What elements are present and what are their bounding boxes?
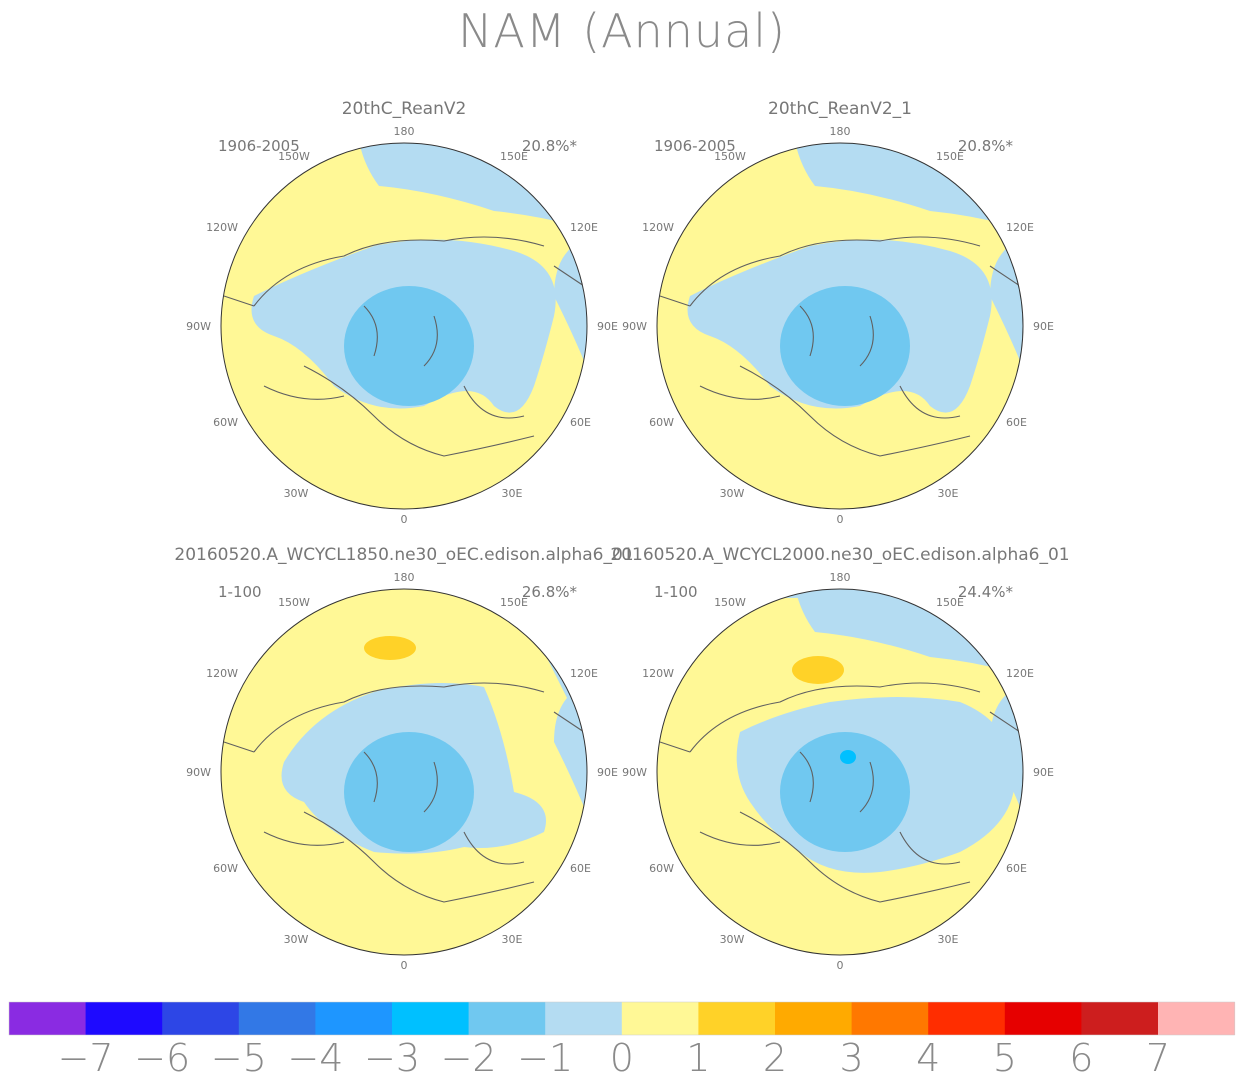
lon-label-150w: 150W — [278, 596, 310, 609]
colorbar-swatch — [468, 1002, 546, 1035]
lon-label-120e: 120E — [1006, 667, 1034, 680]
negative-region-core — [344, 732, 474, 852]
lon-label-30w: 30W — [720, 487, 745, 500]
colorbar-swatch — [392, 1002, 470, 1035]
lon-label-120e: 120E — [570, 667, 598, 680]
panel-title: 20160520.A_WCYCL1850.ne30_oEC.edison.alp… — [174, 545, 633, 565]
lon-label-30e: 30E — [502, 933, 523, 946]
positive-anomaly — [792, 656, 844, 684]
lon-label-60e: 60E — [570, 862, 591, 875]
panel-explained-variance: 20.8%* — [958, 137, 1014, 155]
lon-label-60w: 60W — [213, 416, 238, 429]
colorbar-swatch — [928, 1002, 1006, 1035]
lon-label-30e: 30E — [938, 487, 959, 500]
lon-label-30e: 30E — [502, 487, 523, 500]
lon-label-150w: 150W — [278, 150, 310, 163]
colorbar-swatch — [85, 1002, 163, 1035]
lon-label-60w: 60W — [649, 862, 674, 875]
map-boundary — [220, 142, 588, 510]
coastlines — [223, 236, 585, 457]
colorbar-swatch — [1158, 1002, 1236, 1035]
lon-label-120e: 120E — [1006, 221, 1034, 234]
map-panel-2: 180 0 90E 90W 150E 120E 60E 30E 150W 120W 60W 30W 20… — [622, 99, 1054, 526]
colorbar-frame — [8, 1001, 1235, 1036]
lon-label-120w: 120W — [642, 221, 674, 234]
lon-label-90e: 90E — [1033, 320, 1054, 333]
colorbar-swatch — [545, 1002, 623, 1035]
colorbar-swatch — [851, 1002, 929, 1035]
colorbar-swatch — [9, 1002, 87, 1035]
lon-label-60e: 60E — [570, 416, 591, 429]
negative-region-core — [780, 286, 910, 406]
lon-label-90e: 90E — [1033, 766, 1054, 779]
panel-period: 1-100 — [654, 583, 698, 601]
lon-label-90w: 90W — [186, 320, 211, 333]
panel-title: 20thC_ReanV2_1 — [768, 99, 912, 119]
colorbar-swatch — [315, 1002, 393, 1035]
panel-explained-variance: 26.8%* — [522, 583, 578, 601]
lon-label-150w: 150W — [714, 150, 746, 163]
colorbar-swatch — [775, 1002, 853, 1035]
lon-label-150e: 150E — [936, 596, 964, 609]
lon-label-120e: 120E — [570, 221, 598, 234]
lon-label-0: 0 — [837, 959, 844, 972]
colorbar-swatch — [621, 1002, 699, 1035]
lon-label-30w: 30W — [284, 487, 309, 500]
coastlines — [223, 682, 585, 903]
panel-period: 1-100 — [218, 583, 262, 601]
lon-label-120w: 120W — [642, 667, 674, 680]
figure-title: NAM (Annual) — [458, 4, 786, 58]
panel-title: 20thC_ReanV2 — [342, 99, 467, 119]
lon-label-120w: 120W — [206, 221, 238, 234]
lon-label-150w: 150W — [714, 596, 746, 609]
lon-label-150e: 150E — [500, 596, 528, 609]
map-panel-1: 180 0 90E 90W 150E 120E 60E 30E 150W 120W 60W 30W 20… — [186, 99, 618, 526]
lon-label-120w: 120W — [206, 667, 238, 680]
lon-label-0: 0 — [401, 959, 408, 972]
panel-period: 1906-2005 — [218, 137, 300, 155]
map-panel-4: 180 0 90E 90W 150E 120E 60E 30E 150W 120W 60W 30W 20… — [610, 545, 1069, 972]
positive-anomaly — [364, 636, 416, 660]
lon-label-150e: 150E — [500, 150, 528, 163]
lon-label-0: 0 — [837, 513, 844, 526]
lon-label-150e: 150E — [936, 150, 964, 163]
lon-label-180: 180 — [830, 125, 851, 138]
lon-label-60e: 60E — [1006, 862, 1027, 875]
panel-explained-variance: 24.4%* — [958, 583, 1014, 601]
colorbar-swatch — [698, 1002, 776, 1035]
map-boundary — [656, 142, 1024, 510]
lon-label-60w: 60W — [649, 416, 674, 429]
lon-label-60w: 60W — [213, 862, 238, 875]
lon-label-90e: 90E — [597, 766, 618, 779]
lon-label-60e: 60E — [1006, 416, 1027, 429]
map-boundary — [220, 588, 588, 956]
lon-label-90e: 90E — [597, 320, 618, 333]
lon-label-90w: 90W — [622, 766, 647, 779]
coastlines — [659, 236, 1021, 457]
colorbar-swatch — [162, 1002, 240, 1035]
panel-title: 20160520.A_WCYCL2000.ne30_oEC.edison.alp… — [610, 545, 1069, 565]
negative-region-peak — [840, 750, 856, 764]
negative-region-core — [344, 286, 474, 406]
colorbar-swatch — [238, 1002, 316, 1035]
map-boundary — [656, 588, 1024, 956]
colorbar-swatch — [1004, 1002, 1082, 1035]
lon-label-30w: 30W — [720, 933, 745, 946]
negative-region-core — [780, 732, 910, 852]
lon-label-90w: 90W — [186, 766, 211, 779]
lon-label-180: 180 — [394, 571, 415, 584]
lon-label-180: 180 — [830, 571, 851, 584]
panel-explained-variance: 20.8%* — [522, 137, 578, 155]
panel-period: 1906-2005 — [654, 137, 736, 155]
lon-label-90w: 90W — [622, 320, 647, 333]
lon-label-180: 180 — [394, 125, 415, 138]
lon-label-0: 0 — [401, 513, 408, 526]
lon-label-30e: 30E — [938, 933, 959, 946]
lon-label-30w: 30W — [284, 933, 309, 946]
coastlines — [659, 682, 1021, 903]
colorbar-swatch — [1081, 1002, 1159, 1035]
map-panel-3: 180 0 90E 90W 150E 120E 60E 30E 150W 120W 60W 30W 20… — [174, 545, 633, 972]
